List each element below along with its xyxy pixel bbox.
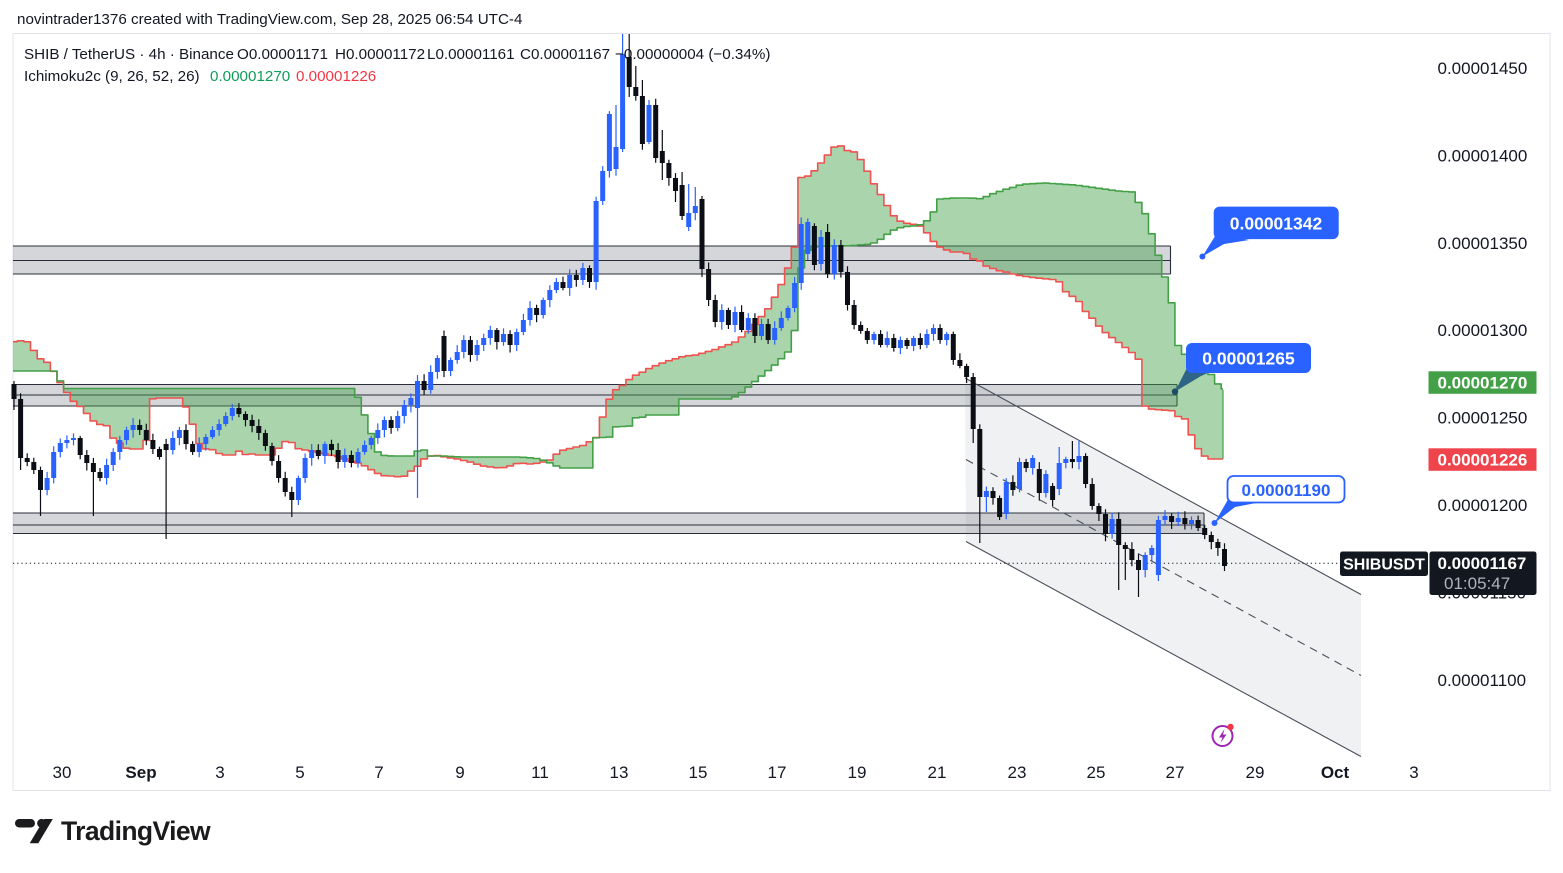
svg-text:0.00001300: 0.00001300 <box>1438 321 1528 340</box>
svg-text:30: 30 <box>53 763 72 782</box>
svg-text:0.00001190: 0.00001190 <box>1242 481 1331 500</box>
svg-text:SHIBUSDT: SHIBUSDT <box>1343 557 1425 574</box>
svg-text:Sep: Sep <box>125 763 156 782</box>
svg-text:15: 15 <box>689 763 708 782</box>
svg-text:SHIB / TetherUS · 4h · Binance: SHIB / TetherUS · 4h · Binance O0.0000117… <box>24 46 770 63</box>
svg-text:5: 5 <box>295 763 304 782</box>
svg-text:21: 21 <box>928 763 947 782</box>
svg-text:11: 11 <box>531 763 549 782</box>
svg-text:0.00001265: 0.00001265 <box>1202 349 1295 369</box>
svg-text:19: 19 <box>848 763 867 782</box>
svg-text:0.00001100: 0.00001100 <box>1438 671 1527 690</box>
svg-text:0.00001200: 0.00001200 <box>1438 496 1528 515</box>
svg-text:9: 9 <box>455 763 464 782</box>
svg-text:novintrader1376 created with T: novintrader1376 created with TradingView… <box>17 11 522 28</box>
svg-text:13: 13 <box>610 763 629 782</box>
svg-text:0.00001226: 0.00001226 <box>1438 451 1528 470</box>
svg-text:0.00001350: 0.00001350 <box>1438 234 1528 253</box>
svg-text:25: 25 <box>1087 763 1106 782</box>
svg-text:0.00001450: 0.00001450 <box>1438 59 1528 78</box>
svg-text:Oct: Oct <box>1321 763 1350 782</box>
svg-text:23: 23 <box>1008 763 1027 782</box>
svg-text:7: 7 <box>374 763 383 782</box>
svg-text:0.00001400: 0.00001400 <box>1438 146 1528 165</box>
svg-text:0.00001270: 0.00001270 <box>1438 374 1528 393</box>
svg-text:TradingView: TradingView <box>61 816 211 846</box>
svg-text:0.00001250: 0.00001250 <box>1438 409 1528 428</box>
svg-text:3: 3 <box>1409 763 1418 782</box>
svg-text:0.00001342: 0.00001342 <box>1230 214 1323 234</box>
svg-text:0.00001167: 0.00001167 <box>1438 554 1527 573</box>
svg-text:01:05:47: 01:05:47 <box>1444 574 1510 593</box>
svg-text:29: 29 <box>1246 763 1265 782</box>
svg-text:27: 27 <box>1166 763 1185 782</box>
svg-text:3: 3 <box>215 763 224 782</box>
svg-text:Ichimoku2c (9, 26, 52, 26)0.00: Ichimoku2c (9, 26, 52, 26) 0.00001270 0.00… <box>24 68 376 85</box>
svg-text:17: 17 <box>768 763 787 782</box>
